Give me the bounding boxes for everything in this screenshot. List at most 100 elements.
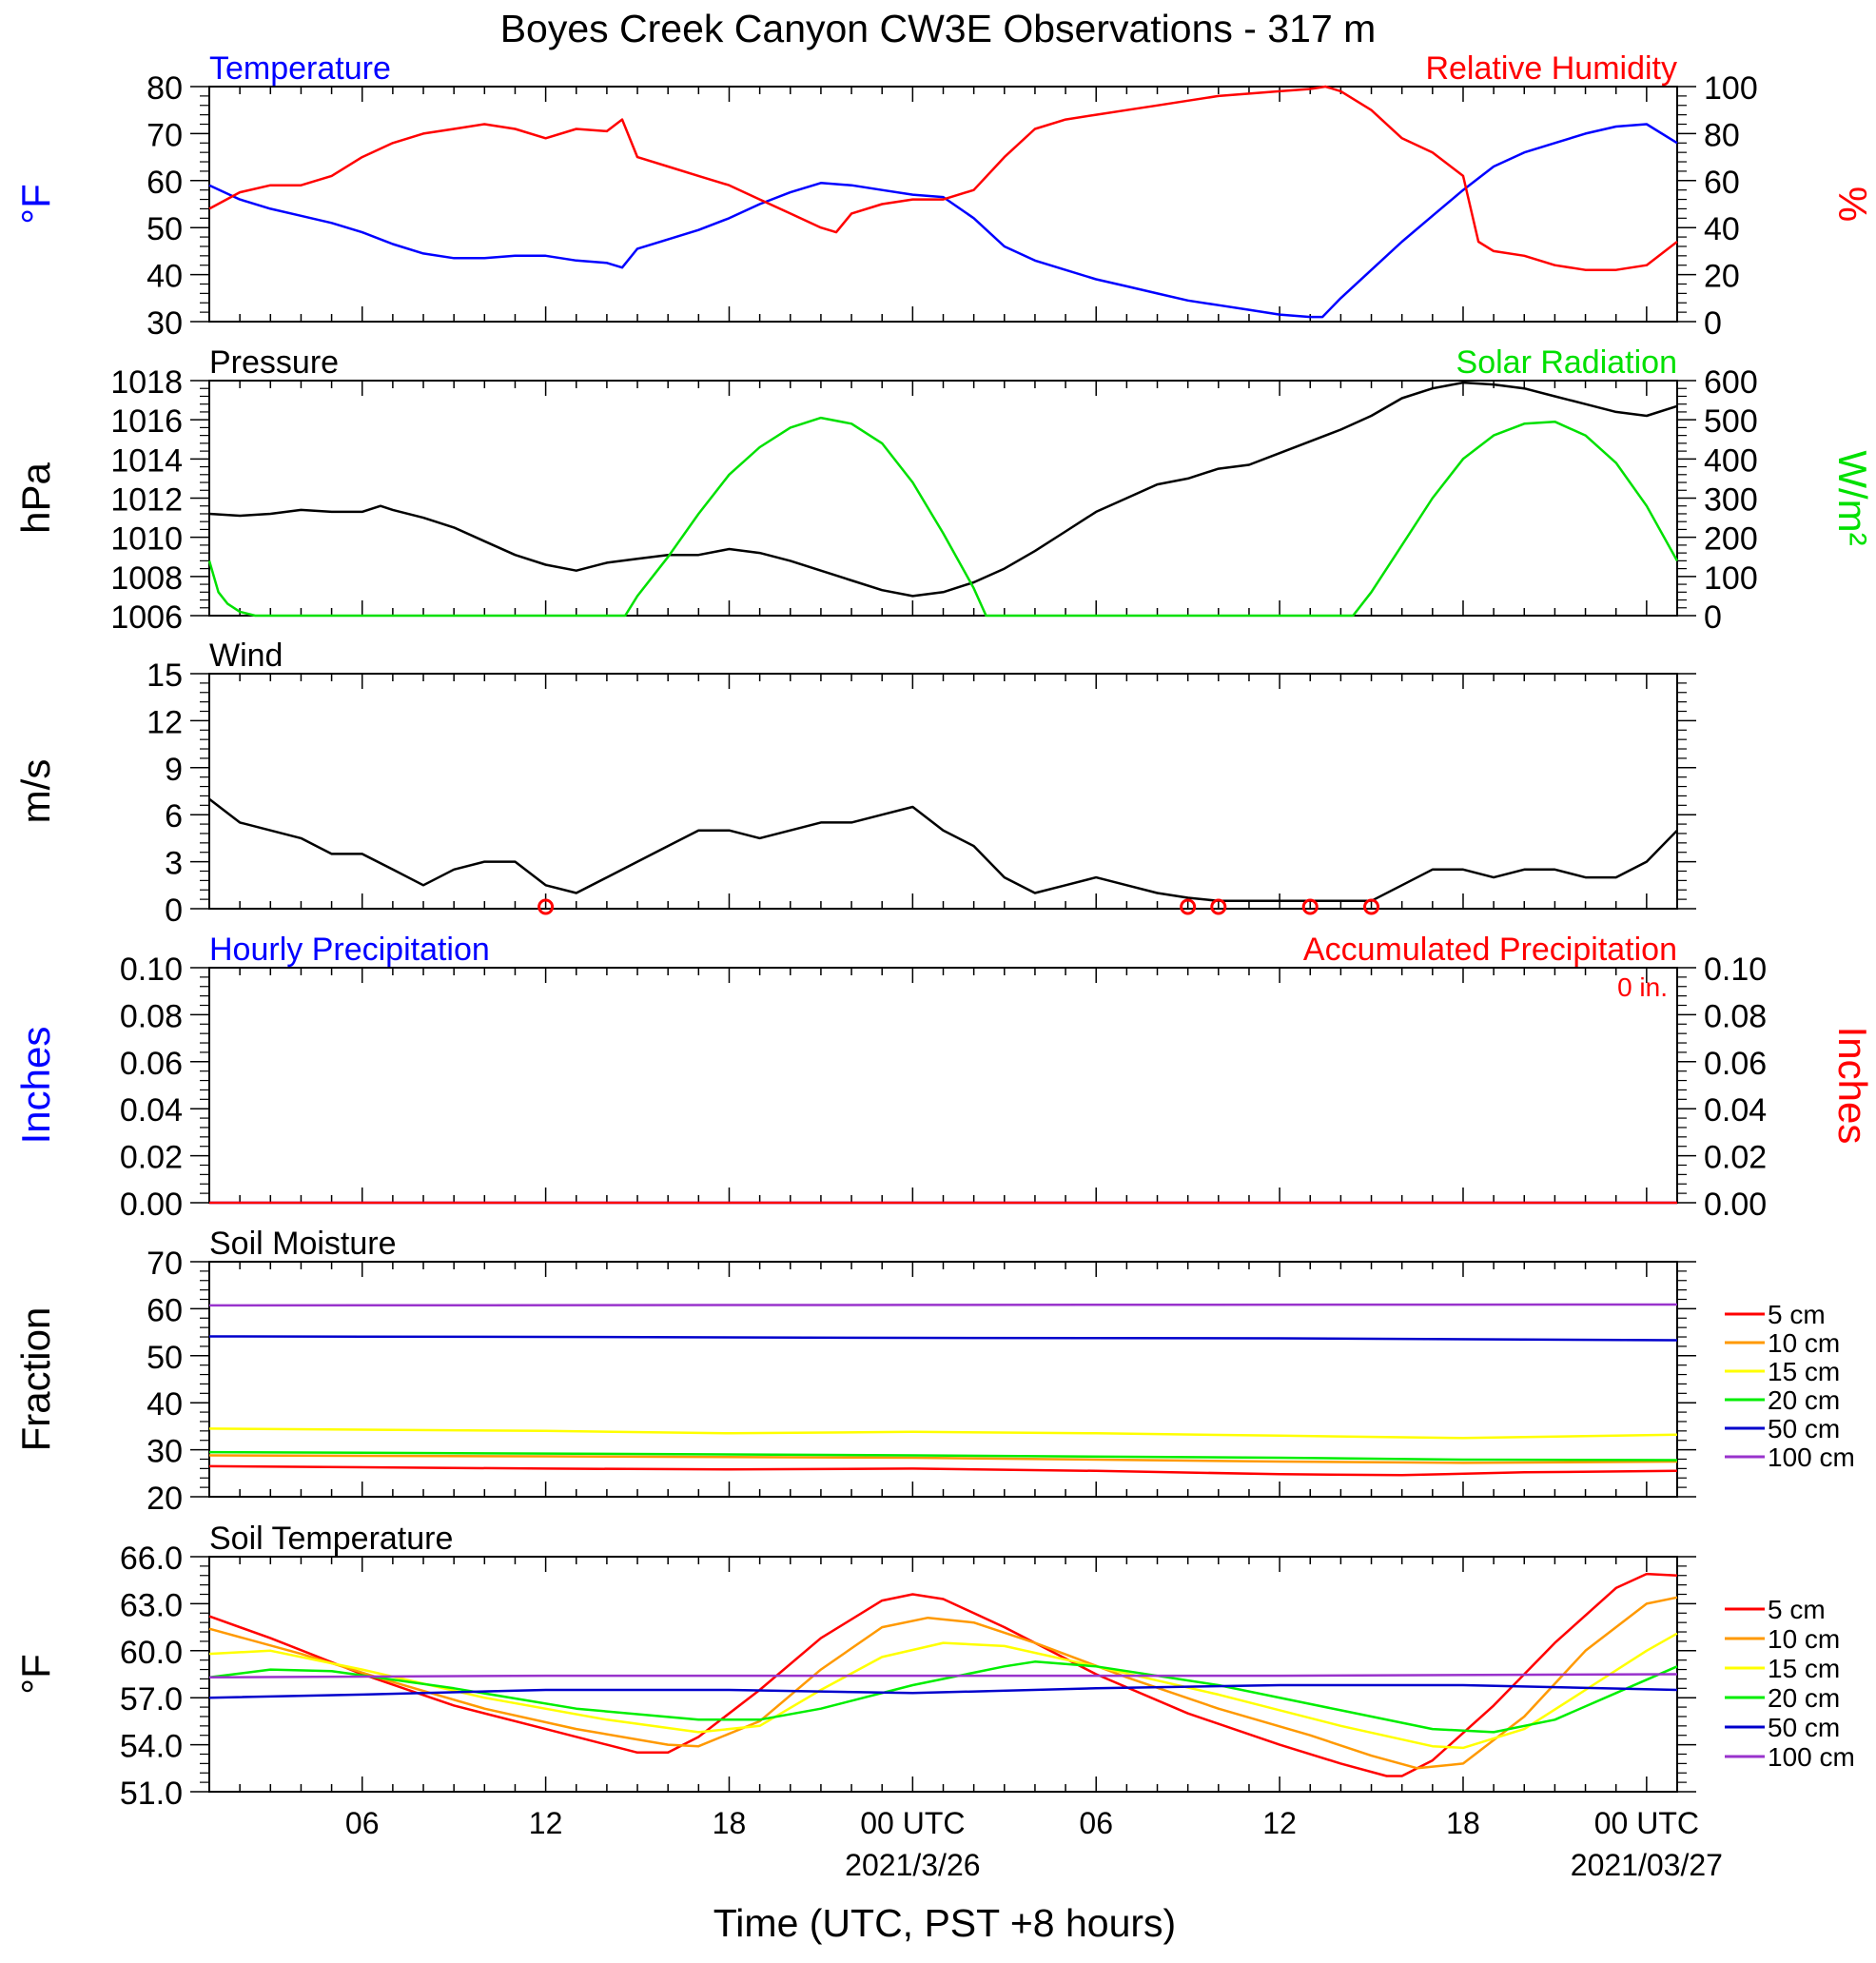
- panel-title-left: Soil Moisture: [209, 1226, 397, 1262]
- y-tick-label-left: 70: [147, 117, 183, 153]
- plot-frame: [208, 86, 1678, 323]
- legend-label: 15 cm: [1768, 1357, 1840, 1386]
- y-tick-label-left: 70: [147, 1246, 183, 1282]
- y-tick-label-left: 0: [165, 893, 183, 929]
- series-line: [208, 1450, 1678, 1462]
- calm-wind-marker: [1210, 898, 1227, 915]
- x-axis-label: Time (UTC, PST +8 hours): [713, 1901, 1176, 1945]
- calm-wind-marker: [1180, 898, 1197, 915]
- y-tick-label-right: 0.06: [1704, 1046, 1767, 1082]
- series-line: [208, 1673, 1678, 1679]
- y-tick-label-right: 100: [1704, 560, 1758, 597]
- panel-title-left: Soil Temperature: [209, 1521, 453, 1557]
- y-tick-label-left: 1018: [110, 364, 183, 401]
- y-tick-label-left: 1010: [110, 521, 183, 558]
- panel-title-right: Solar Radiation: [1456, 344, 1677, 381]
- y-axis-label-left: Inches: [13, 1027, 58, 1145]
- panel-title-right: Accumulated Precipitation: [1303, 932, 1677, 968]
- panel-precip: 0.00 0.02 0.04 0.06 0.08 0.10 0.00 0.02 0.04 0.06…: [13, 932, 1875, 1223]
- y-tick-label-left: 0.10: [120, 952, 183, 988]
- y-tick-label-left: 30: [147, 1434, 183, 1470]
- x-tick-label: 06: [1079, 1806, 1113, 1840]
- y-tick-label-left: 80: [147, 70, 183, 107]
- y-tick-label-left: 40: [147, 259, 183, 295]
- panel-title-left: Temperature: [209, 50, 391, 87]
- series-line: [207, 416, 1679, 618]
- y-tick-label-left: 60: [147, 165, 183, 201]
- y-tick-label-left: 1016: [110, 403, 183, 440]
- y-axis-label-right: W/m²: [1830, 450, 1875, 545]
- y-tick-label-left: 66.0: [120, 1541, 183, 1577]
- y-tick-label-right: 0.00: [1704, 1187, 1767, 1223]
- y-axis-label-left: °F: [13, 1654, 58, 1694]
- legend-label: 15 cm: [1768, 1654, 1840, 1683]
- x-date-label: 2021/03/27: [1571, 1848, 1723, 1882]
- y-tick-label-left: 20: [147, 1481, 183, 1517]
- y-tick-label-left: 15: [147, 658, 183, 694]
- y-tick-label-left: 0.02: [120, 1140, 183, 1176]
- y-tick-label-left: 50: [147, 211, 183, 247]
- panel-temp_rh: 30 40 50 60 70 80 0 20 40 60 80 100 Temperature Relat…: [13, 50, 1875, 342]
- time-axis: 06 12 18 00 UTC 2021/3/26 06 12 18 00 UTC 2021/03…: [345, 1806, 1723, 1882]
- y-tick-label-right: 60: [1704, 165, 1740, 201]
- y-tick-label-left: 54.0: [120, 1729, 183, 1765]
- series-line: [208, 1596, 1678, 1770]
- plot-frame: [208, 1261, 1678, 1498]
- y-tick-label-right: 0: [1704, 305, 1722, 342]
- y-tick-label-left: 1006: [110, 599, 183, 636]
- series-line: [208, 1427, 1678, 1440]
- x-tick-label: 00 UTC: [860, 1806, 965, 1840]
- y-tick-label-right: 0.10: [1704, 952, 1767, 988]
- legend-label: 50 cm: [1768, 1713, 1840, 1742]
- calm-wind-marker: [1301, 898, 1319, 915]
- y-axis-label-left: Fraction: [13, 1307, 58, 1452]
- series-line: [208, 1572, 1678, 1777]
- x-tick-label: 18: [1446, 1806, 1480, 1840]
- y-tick-label-right: 0.08: [1704, 998, 1767, 1034]
- legend-label: 100 cm: [1768, 1443, 1855, 1472]
- series-line: [208, 85, 1678, 271]
- chart-title: Boyes Creek Canyon CW3E Observations - 3…: [500, 7, 1377, 50]
- series-line: [208, 1464, 1678, 1477]
- legend-label: 5 cm: [1768, 1595, 1826, 1624]
- y-tick-label-right: 0.02: [1704, 1140, 1767, 1176]
- y-tick-label-left: 60.0: [120, 1635, 183, 1671]
- x-tick-label: 12: [1262, 1806, 1297, 1840]
- legend-label: 20 cm: [1768, 1683, 1840, 1713]
- y-tick-label-right: 0: [1704, 599, 1722, 636]
- plot-frame: [208, 967, 1678, 1204]
- y-tick-label-left: 0.04: [120, 1092, 183, 1129]
- series-line: [208, 1660, 1678, 1734]
- panel-title-left: Wind: [209, 638, 283, 674]
- panel-wind: 0 3 6 9 12 15 Wind m/s: [13, 638, 1696, 929]
- y-tick-label-left: 3: [165, 846, 183, 882]
- panel-soil_moisture: 20 30 40 50 60 70 Soil Moisture Fraction 5 cm10 …: [13, 1226, 1855, 1517]
- y-tick-label-right: 400: [1704, 442, 1758, 479]
- panel-title-right: Relative Humidity: [1425, 50, 1677, 87]
- calm-wind-marker: [1363, 898, 1380, 915]
- y-axis-label-left: m/s: [13, 759, 58, 824]
- series-line: [208, 797, 1678, 903]
- y-tick-label-right: 600: [1704, 364, 1758, 401]
- y-axis-label-left: °F: [13, 184, 58, 224]
- y-tick-label-left: 9: [165, 752, 183, 788]
- panel-title-left: Hourly Precipitation: [209, 932, 490, 968]
- y-tick-label-right: 20: [1704, 259, 1740, 295]
- y-tick-label-left: 1008: [110, 560, 183, 597]
- y-tick-label-left: 1012: [110, 482, 183, 519]
- calm-wind-marker: [537, 898, 555, 915]
- y-tick-label-left: 0.00: [120, 1187, 183, 1223]
- y-tick-label-right: 200: [1704, 521, 1758, 558]
- y-tick-label-right: 80: [1704, 117, 1740, 153]
- series-line: [208, 123, 1678, 319]
- legend-label: 100 cm: [1768, 1742, 1855, 1772]
- series-line: [208, 1335, 1678, 1342]
- y-tick-label-right: 500: [1704, 403, 1758, 440]
- series-line: [208, 1632, 1678, 1750]
